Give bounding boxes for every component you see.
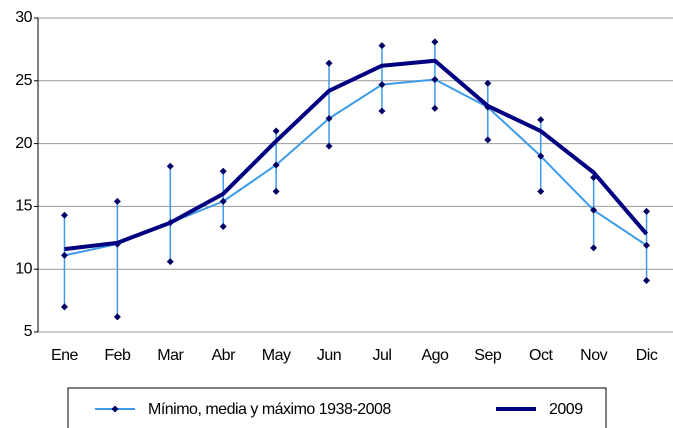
marker bbox=[643, 207, 651, 215]
marker bbox=[166, 258, 174, 266]
marker bbox=[113, 313, 121, 321]
x-tick-label: Mar bbox=[157, 347, 184, 364]
marker bbox=[643, 277, 651, 285]
x-tick-label: Dic bbox=[636, 347, 658, 364]
marker bbox=[484, 79, 492, 87]
marker bbox=[60, 303, 68, 311]
marker bbox=[325, 114, 333, 122]
x-tick-label: Sep bbox=[474, 347, 502, 364]
x-tick-label: Ene bbox=[51, 347, 79, 364]
y-tick-label: 25 bbox=[15, 72, 32, 89]
legend-label: 2009 bbox=[549, 401, 583, 418]
marker bbox=[272, 127, 280, 135]
marker bbox=[431, 104, 439, 112]
marker bbox=[378, 107, 386, 115]
series-line bbox=[64, 58, 649, 252]
legend-label: Mínimo, media y máximo 1938-2008 bbox=[148, 401, 391, 418]
marker bbox=[643, 241, 651, 249]
y-tick-label: 15 bbox=[15, 198, 32, 215]
marker bbox=[272, 187, 280, 195]
x-tick-label: Feb bbox=[104, 347, 131, 364]
marker bbox=[590, 244, 598, 252]
marker bbox=[378, 81, 386, 89]
y-tick-label: 5 bbox=[24, 323, 33, 340]
marker bbox=[431, 76, 439, 84]
marker bbox=[537, 116, 545, 124]
x-tick-label: Ago bbox=[421, 347, 449, 364]
legend-marker bbox=[111, 405, 119, 413]
marker bbox=[325, 59, 333, 67]
marker bbox=[219, 167, 227, 175]
marker bbox=[272, 161, 280, 169]
x-tick-label: Oct bbox=[529, 347, 553, 364]
marker bbox=[537, 187, 545, 195]
marker bbox=[60, 251, 68, 259]
marker bbox=[113, 197, 121, 205]
marker bbox=[431, 38, 439, 46]
marker bbox=[325, 142, 333, 150]
y-tick-label: 30 bbox=[15, 9, 32, 26]
marker bbox=[537, 152, 545, 160]
marker bbox=[60, 211, 68, 219]
marker bbox=[166, 162, 174, 170]
marker bbox=[590, 206, 598, 214]
y-tick-label: 10 bbox=[15, 260, 32, 277]
x-tick-label: May bbox=[262, 347, 291, 364]
marker bbox=[378, 42, 386, 50]
x-tick-label: Nov bbox=[580, 347, 607, 364]
marker bbox=[219, 222, 227, 230]
marker bbox=[219, 197, 227, 205]
x-tick-label: Jun bbox=[317, 347, 341, 364]
y-tick-label: 20 bbox=[15, 135, 32, 152]
x-tick-label: Jul bbox=[372, 347, 391, 364]
marker bbox=[484, 136, 492, 144]
x-tick-label: Abr bbox=[212, 347, 237, 364]
